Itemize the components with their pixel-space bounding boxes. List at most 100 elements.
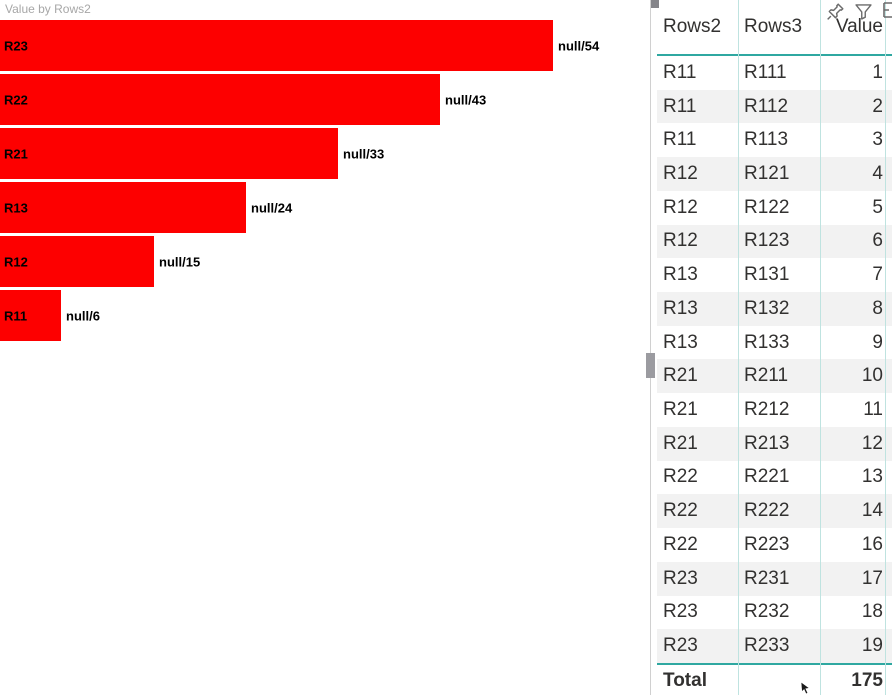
- table-cell: 19: [861, 635, 883, 657]
- table-row[interactable]: R23 R233 19: [657, 629, 892, 663]
- bar-r21[interactable]: [0, 128, 338, 179]
- table-row[interactable]: R21 R211 10: [657, 359, 892, 394]
- table-cell: R11: [663, 129, 697, 151]
- bar-category-label: R13: [4, 200, 28, 215]
- table-row[interactable]: R13 R133 9: [657, 326, 892, 360]
- bar-data-label: null/15: [159, 254, 201, 269]
- column-header-value[interactable]: Value: [835, 16, 883, 37]
- bar-r11[interactable]: [0, 290, 61, 341]
- scrollbar-thumb[interactable]: [646, 353, 655, 378]
- table-cell: R223: [744, 533, 790, 555]
- scrollbar-track: [650, 0, 651, 695]
- column-separator: [738, 0, 739, 695]
- bar-category-label: R23: [4, 38, 28, 53]
- table-cell: R22: [663, 500, 698, 522]
- scrollbar-top-cap: [651, 0, 659, 8]
- table-cell: R21: [663, 399, 698, 421]
- bar-r23[interactable]: [0, 20, 553, 71]
- table-cell: R113: [744, 129, 789, 151]
- table-cell: R232: [744, 601, 790, 623]
- table-cell: R121: [744, 163, 790, 185]
- table-cell: R112: [744, 95, 789, 117]
- bar-r13[interactable]: [0, 182, 246, 233]
- table-cell: 1: [872, 61, 883, 83]
- table-cell: R132: [744, 297, 790, 319]
- table-cell: 12: [861, 432, 883, 454]
- table-row[interactable]: R12 R122 5: [657, 191, 892, 225]
- table-cell: 3: [872, 129, 883, 151]
- table-row[interactable]: R23 R231 17: [657, 561, 892, 596]
- bar-category-label: R11: [4, 308, 28, 323]
- table-row[interactable]: R22 R223 16: [657, 528, 892, 562]
- bar-row: R13 null/24: [0, 182, 650, 233]
- table-cell: 17: [861, 567, 883, 589]
- table-cell: 6: [872, 230, 883, 252]
- table-cell: 13: [861, 466, 883, 488]
- table-cell: R12: [663, 196, 698, 218]
- column-separator: [885, 0, 886, 695]
- table-cell: R13: [663, 264, 698, 286]
- table-row[interactable]: R13 R132 8: [657, 292, 892, 326]
- table-cell: R222: [744, 500, 790, 522]
- bar-data-label: null/43: [445, 92, 487, 107]
- table-header-row: Rows2 Rows3 Value: [657, 0, 892, 56]
- table-cell: R23: [663, 567, 698, 589]
- column-header-rows2[interactable]: Rows2: [663, 16, 722, 37]
- table-cell: 11: [863, 399, 883, 421]
- table-cell: 18: [861, 601, 883, 623]
- table-cell: R21: [663, 432, 698, 454]
- bar-row: R21 null/33: [0, 128, 650, 179]
- bar-r12[interactable]: [0, 236, 154, 287]
- bar-data-label: null/24: [251, 200, 293, 215]
- table-row[interactable]: R22 R222 14: [657, 494, 892, 529]
- table-cell: R11: [663, 61, 697, 83]
- table-cell: 10: [861, 365, 883, 387]
- table-cell: R12: [663, 230, 698, 252]
- table-row[interactable]: R11 R113 3: [657, 123, 892, 157]
- table-cell: 9: [872, 331, 883, 353]
- filter-icon[interactable]: [853, 1, 874, 22]
- table-cell: R212: [744, 399, 790, 421]
- focus-mode-partial-icon[interactable]: [883, 1, 892, 19]
- bar-row: R12 null/15: [0, 236, 650, 287]
- table-cell: 14: [861, 500, 883, 522]
- table-row[interactable]: R11 R112 2: [657, 89, 892, 124]
- bar-row: R22 null/43: [0, 74, 650, 125]
- bar-chart-visual: Value by Rows2 R23 null/54 R22 null/43 R21 nu…: [0, 2, 650, 344]
- bar-data-label: null/6: [66, 308, 100, 323]
- bar-category-label: R12: [4, 254, 28, 269]
- table-cell: 7: [872, 264, 883, 286]
- table-row[interactable]: R22 R221 13: [657, 461, 892, 495]
- table-row[interactable]: R12 R123 6: [657, 224, 892, 259]
- bar-r22[interactable]: [0, 74, 440, 125]
- table-total-row: Total 175: [657, 663, 892, 697]
- table-cell: R111: [744, 61, 787, 83]
- table-visual: Rows2 Rows3 Value R11 R111 1 R11 R112 2 R11 R11…: [657, 0, 892, 697]
- table-cell: R233: [744, 635, 790, 657]
- table-row[interactable]: R12 R121 4: [657, 157, 892, 191]
- table-row[interactable]: R21 R213 12: [657, 426, 892, 461]
- bar-plot-area: R23 null/54 R22 null/43 R21 null/33 R13 null/24…: [0, 20, 650, 344]
- table-cell: R213: [744, 432, 790, 454]
- table-body: R11 R111 1 R11 R112 2 R11 R113 3 R12 R121 4 R12 R122 5…: [657, 56, 892, 663]
- table-cell: R11: [663, 95, 697, 117]
- table-cell: R22: [663, 533, 698, 555]
- table-cell: R221: [744, 466, 790, 488]
- column-header-rows3[interactable]: Rows3: [744, 16, 803, 37]
- bar-data-label: null/33: [343, 146, 385, 161]
- table-cell: R123: [744, 230, 790, 252]
- bar-row: R23 null/54: [0, 20, 650, 71]
- table-cell: R22: [663, 466, 698, 488]
- table-cell: R231: [744, 567, 790, 589]
- table-cell: R13: [663, 297, 698, 319]
- table-row[interactable]: R13 R131 7: [657, 258, 892, 292]
- table-row[interactable]: R21 R212 11: [657, 393, 892, 427]
- bar-category-label: R21: [4, 146, 28, 161]
- pin-icon[interactable]: [824, 1, 846, 23]
- table-cell: 2: [872, 95, 883, 117]
- table-row[interactable]: R11 R111 1: [657, 56, 892, 90]
- table-cell: R133: [744, 331, 790, 353]
- table-row[interactable]: R23 R232 18: [657, 596, 892, 630]
- column-separator: [820, 0, 821, 695]
